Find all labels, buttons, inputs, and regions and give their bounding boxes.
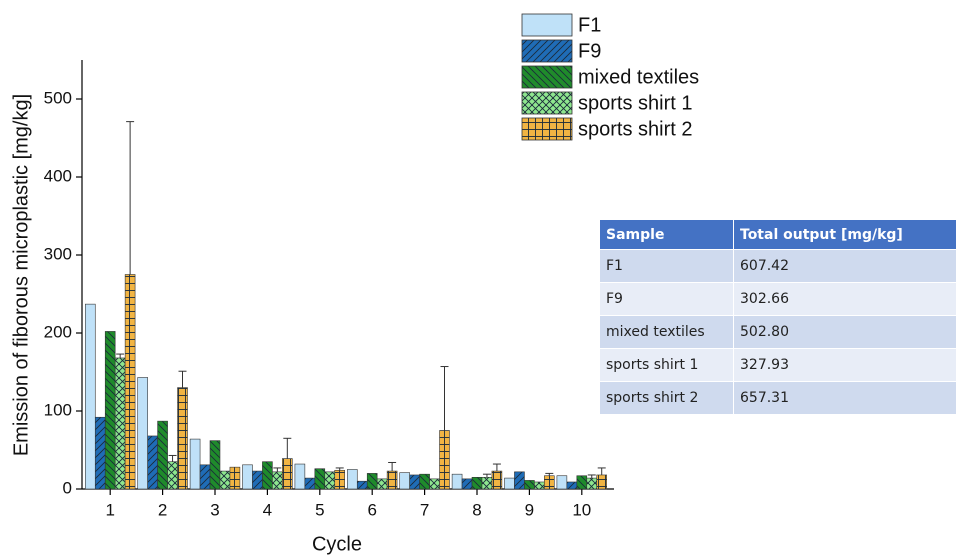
bar — [124, 274, 136, 490]
bar — [576, 475, 588, 490]
bar — [229, 466, 241, 490]
bar — [167, 461, 178, 490]
bar — [544, 475, 555, 490]
bar — [282, 458, 293, 490]
x-tick-label: 3 — [210, 500, 219, 519]
x-tick-label: 4 — [263, 500, 272, 519]
bar — [356, 480, 368, 490]
bar — [314, 468, 326, 490]
legend-swatch — [521, 39, 573, 63]
table-cell: sports shirt 2 — [600, 381, 734, 414]
x-tick-label: 10 — [572, 500, 591, 519]
bar — [586, 477, 598, 490]
legend-label: sports shirt 1 — [578, 92, 692, 114]
bar — [199, 464, 211, 490]
table-cell: F9 — [600, 282, 734, 316]
legend-swatch — [521, 13, 573, 37]
bar — [334, 469, 345, 490]
y-axis-title: Emission of fiborous microplastic [mg/kg… — [10, 94, 32, 456]
bar — [491, 470, 503, 490]
table-cell: sports shirt 1 — [600, 348, 734, 382]
legend-label: F1 — [578, 14, 601, 36]
header-cell: Sample — [600, 220, 734, 250]
bar — [504, 477, 515, 490]
bar — [429, 478, 440, 490]
bar — [481, 476, 493, 490]
bar — [514, 471, 525, 490]
bar — [177, 387, 188, 490]
bar — [366, 473, 378, 490]
bar — [209, 440, 221, 490]
x-tick-label: 5 — [315, 500, 324, 519]
bar — [242, 464, 253, 490]
bar — [272, 471, 283, 490]
legend-label: mixed textiles — [578, 66, 699, 88]
table-cell: F1 — [600, 249, 734, 283]
y-tick-label: 100 — [44, 400, 72, 419]
bar — [157, 420, 168, 490]
y-tick-label: 400 — [44, 166, 72, 185]
bar — [324, 471, 336, 490]
bar — [386, 470, 398, 490]
bar — [419, 473, 430, 490]
legend-swatch — [521, 65, 573, 89]
bar — [471, 476, 483, 490]
table-row: sports shirt 1 327.93 — [600, 348, 957, 382]
summary-table: Sample Total output [mg/kg] F1 607.42 F9 30… — [600, 220, 957, 414]
x-tick-label: 1 — [105, 500, 114, 519]
table-row: sports shirt 2 657.31 — [600, 381, 957, 414]
table-cell: 502.80 — [733, 315, 957, 349]
table-cell: 302.66 — [733, 282, 957, 316]
bar — [409, 474, 420, 490]
bar — [262, 461, 273, 490]
bar — [534, 481, 545, 490]
table-cell: 607.42 — [733, 249, 957, 283]
y-tick-label: 300 — [44, 244, 72, 263]
bar — [304, 477, 316, 490]
y-tick-label: 200 — [44, 322, 72, 341]
table-cell: 327.93 — [733, 348, 957, 382]
legend-label: sports shirt 2 — [578, 118, 692, 140]
x-tick-label: 8 — [472, 500, 481, 519]
legend-swatch — [521, 117, 573, 141]
legend-label: F9 — [578, 40, 601, 62]
bar — [219, 470, 231, 490]
bar — [566, 481, 578, 490]
x-tick-label: 2 — [158, 500, 167, 519]
bar — [114, 357, 126, 490]
bar — [439, 430, 450, 490]
bar — [451, 473, 463, 490]
bar — [461, 478, 473, 490]
table-cell: mixed textiles — [600, 315, 734, 349]
y-tick-label: 0 — [63, 478, 72, 497]
header-cell: Total output [mg/kg] — [733, 220, 957, 250]
table-row: F1 607.42 — [600, 249, 957, 283]
bar — [294, 463, 306, 490]
legend-swatch — [521, 91, 573, 115]
table-header: Sample Total output [mg/kg] — [600, 220, 957, 250]
table-row: F9 302.66 — [600, 282, 957, 316]
bar — [524, 480, 535, 490]
y-tick-label: 500 — [44, 88, 72, 107]
bar — [556, 475, 568, 490]
bar — [147, 435, 158, 490]
bar — [137, 377, 148, 490]
x-tick-label: 7 — [420, 500, 429, 519]
table-row: mixed textiles 502.80 — [600, 315, 957, 349]
bar — [399, 472, 410, 490]
x-tick-label: 6 — [367, 500, 376, 519]
table-cell: 657.31 — [733, 381, 957, 414]
bar — [189, 438, 201, 490]
bar — [85, 303, 96, 490]
bar — [347, 469, 358, 490]
bar — [94, 416, 106, 490]
x-axis-title: Cycle — [312, 533, 362, 555]
bar — [596, 474, 607, 490]
bar — [376, 478, 388, 490]
bar — [252, 470, 263, 490]
bar — [104, 331, 116, 490]
x-tick-label: 9 — [525, 500, 534, 519]
